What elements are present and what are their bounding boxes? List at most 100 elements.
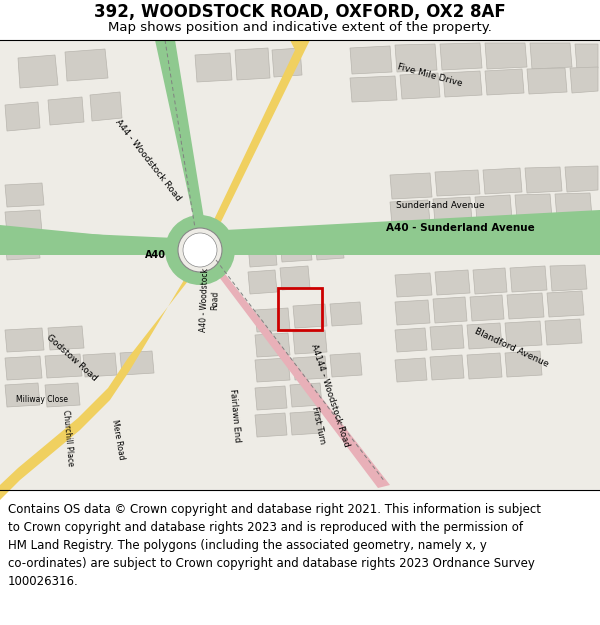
Polygon shape (510, 266, 547, 292)
Polygon shape (315, 236, 344, 260)
Polygon shape (390, 173, 432, 199)
Polygon shape (395, 300, 430, 325)
Text: A40: A40 (145, 250, 166, 260)
Text: Sunderland Avenue: Sunderland Avenue (395, 201, 484, 209)
Text: Fairlawn End: Fairlawn End (228, 388, 242, 442)
Text: Godstow Road: Godstow Road (45, 333, 99, 383)
Polygon shape (65, 49, 108, 81)
Text: First Turn: First Turn (310, 406, 326, 444)
Polygon shape (0, 225, 175, 255)
Circle shape (165, 215, 235, 285)
Polygon shape (280, 238, 312, 262)
Text: 100026316.: 100026316. (8, 575, 79, 588)
Polygon shape (485, 43, 527, 69)
Polygon shape (570, 67, 598, 93)
Text: A40 - Sunderland Avenue: A40 - Sunderland Avenue (386, 223, 535, 233)
Polygon shape (210, 265, 390, 488)
Polygon shape (0, 260, 195, 500)
Polygon shape (225, 210, 600, 255)
Text: A4144 - Woodstock Road: A4144 - Woodstock Road (309, 342, 351, 447)
Polygon shape (255, 358, 290, 382)
Text: A44 - Woodstock Road: A44 - Woodstock Road (113, 118, 182, 202)
Polygon shape (255, 333, 290, 357)
Polygon shape (5, 210, 42, 234)
Text: Miliway Close: Miliway Close (16, 396, 68, 404)
Polygon shape (575, 44, 598, 70)
Polygon shape (293, 356, 327, 380)
Polygon shape (467, 323, 502, 349)
Text: Contains OS data © Crown copyright and database right 2021. This information is : Contains OS data © Crown copyright and d… (8, 503, 541, 516)
Polygon shape (507, 293, 544, 319)
Polygon shape (155, 40, 205, 225)
Polygon shape (330, 353, 362, 377)
Polygon shape (430, 325, 464, 350)
Polygon shape (430, 355, 464, 380)
Text: HM Land Registry. The polygons (including the associated geometry, namely x, y: HM Land Registry. The polygons (includin… (8, 539, 487, 552)
Bar (0, 0, 600, 40)
Polygon shape (330, 302, 362, 326)
Polygon shape (550, 265, 587, 291)
Polygon shape (280, 266, 310, 290)
Bar (0, 490, 600, 625)
Polygon shape (235, 48, 270, 80)
Text: co-ordinates) are subject to Crown copyright and database rights 2023 Ordnance S: co-ordinates) are subject to Crown copyr… (8, 557, 535, 570)
Polygon shape (210, 40, 310, 228)
Polygon shape (5, 356, 42, 380)
Text: Mere Road: Mere Road (110, 419, 126, 461)
Polygon shape (395, 358, 427, 382)
Polygon shape (395, 328, 427, 352)
Polygon shape (90, 92, 122, 121)
Polygon shape (565, 166, 598, 192)
Polygon shape (272, 48, 302, 77)
Polygon shape (255, 308, 290, 332)
Polygon shape (5, 383, 40, 407)
Polygon shape (248, 270, 277, 294)
Polygon shape (475, 195, 512, 221)
Polygon shape (433, 297, 467, 323)
Polygon shape (555, 193, 592, 219)
Polygon shape (5, 236, 40, 260)
Polygon shape (443, 71, 482, 97)
Polygon shape (293, 304, 327, 328)
Polygon shape (290, 383, 322, 407)
Polygon shape (350, 76, 397, 102)
Polygon shape (470, 295, 504, 321)
Polygon shape (400, 73, 440, 99)
Polygon shape (195, 53, 232, 82)
Bar (0, 40, 600, 490)
Text: A40 - Woodstock
Road: A40 - Woodstock Road (199, 268, 221, 332)
Polygon shape (18, 55, 58, 88)
Polygon shape (390, 200, 430, 225)
Polygon shape (435, 170, 480, 196)
Polygon shape (45, 383, 80, 407)
Polygon shape (248, 243, 277, 267)
Circle shape (183, 233, 217, 267)
Polygon shape (48, 326, 84, 350)
Polygon shape (515, 194, 552, 220)
Text: Blandford Avenue: Blandford Avenue (473, 327, 550, 369)
Polygon shape (45, 354, 82, 378)
Polygon shape (527, 68, 567, 94)
Polygon shape (83, 353, 117, 377)
Text: to Crown copyright and database rights 2023 and is reproduced with the permissio: to Crown copyright and database rights 2… (8, 521, 523, 534)
Polygon shape (395, 44, 437, 72)
Polygon shape (5, 102, 40, 131)
Polygon shape (433, 197, 472, 223)
Text: Five Mile Drive: Five Mile Drive (397, 62, 463, 88)
Polygon shape (505, 351, 542, 377)
Polygon shape (48, 97, 84, 125)
Polygon shape (120, 351, 154, 375)
Polygon shape (435, 270, 470, 295)
Polygon shape (485, 69, 524, 95)
Polygon shape (530, 43, 572, 69)
Polygon shape (525, 167, 562, 193)
Polygon shape (483, 168, 522, 194)
Text: Churchill Place: Churchill Place (61, 409, 75, 467)
Polygon shape (5, 328, 44, 352)
Polygon shape (545, 319, 582, 345)
Polygon shape (290, 411, 322, 435)
Polygon shape (293, 330, 327, 354)
Polygon shape (5, 183, 44, 207)
Polygon shape (473, 268, 507, 294)
Text: Map shows position and indicative extent of the property.: Map shows position and indicative extent… (108, 21, 492, 34)
